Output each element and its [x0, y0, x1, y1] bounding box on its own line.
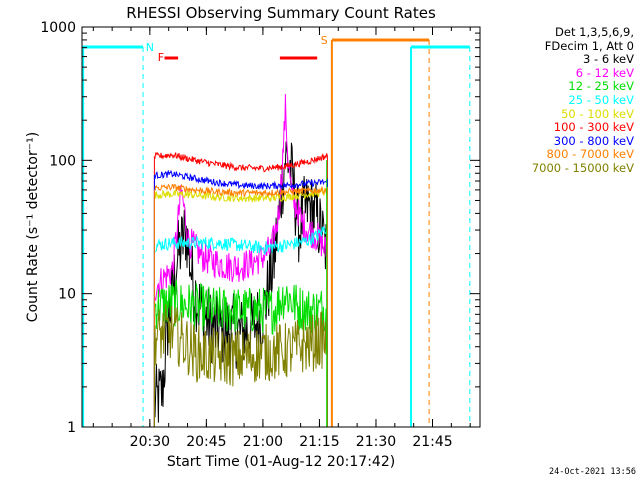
x-tick-label: 21:15	[299, 434, 339, 450]
legend-entry: 800 - 7000 keV	[546, 147, 634, 162]
legend-entry: 6 - 12 keV	[575, 65, 634, 80]
series-line-25-to-50keV	[153, 221, 328, 427]
legend-entry: 300 - 800 keV	[553, 133, 634, 148]
marker-label-n: N	[146, 41, 154, 54]
legend-header-line-1: Det 1,3,5,6,9,	[555, 25, 634, 39]
x-tick-label: 21:30	[356, 434, 396, 450]
legend-header-line-2: FDecim 1, Att 0	[544, 38, 634, 53]
marker-label-s: S	[321, 34, 328, 47]
legend-entry: 3 - 6 keV	[583, 52, 634, 67]
legend: Det 1,3,5,6,9, FDecim 1, Att 0 3 - 6 keV…	[474, 25, 634, 176]
x-axis-label: Start Time (01-Aug-12 20:17:42)	[167, 454, 395, 470]
series-line-50-to-100keV	[153, 187, 328, 427]
legend-entry: 100 - 300 keV	[553, 120, 634, 135]
chart-title: RHESSI Observing Summary Count Rates	[126, 4, 436, 22]
series-line-800-to-7000keV	[153, 183, 328, 427]
axes-layer: 20:30 20:45 21:00 21:15 21:30 21:45 1 10 100 1000	[40, 20, 480, 450]
series-layer	[153, 94, 328, 427]
y-tick-label: 1	[67, 420, 76, 436]
series-line-7000-to-15000keV	[153, 304, 328, 427]
legend-entry: 12 - 25 keV	[568, 79, 634, 94]
legend-entry: 25 - 50 keV	[568, 92, 634, 107]
series-line-3-to-6keV	[153, 141, 328, 427]
legend-entry: 7000 - 15000 keV	[531, 160, 634, 175]
y-axis-label: Count Rate (s⁻¹ detector⁻¹)	[25, 132, 41, 322]
y-tick-label: 100	[49, 153, 76, 169]
series-line-100-to-300keV	[153, 151, 328, 427]
x-tick-label: 20:45	[186, 434, 226, 450]
plot-frame	[81, 26, 481, 428]
series-line-12-to-25keV	[153, 279, 328, 427]
x-tick-label: 20:30	[130, 434, 170, 450]
legend-entry: 50 - 100 keV	[561, 106, 634, 121]
legend-entries: 3 - 6 keV 6 - 12 keV 12 - 25 keV 25 - 50 ke…	[474, 53, 634, 175]
x-tick-label: 21:45	[412, 434, 452, 450]
marker-label-f: F	[158, 51, 164, 64]
y-tick-label: 10	[58, 287, 76, 303]
series-line-6-to-12keV	[153, 94, 328, 427]
x-tick-label: 21:00	[243, 434, 283, 450]
footer-date: 24-Oct-2021 13:56	[549, 467, 636, 477]
series-line-300-to-800keV	[153, 169, 328, 427]
y-tick-label: 1000	[40, 20, 76, 36]
